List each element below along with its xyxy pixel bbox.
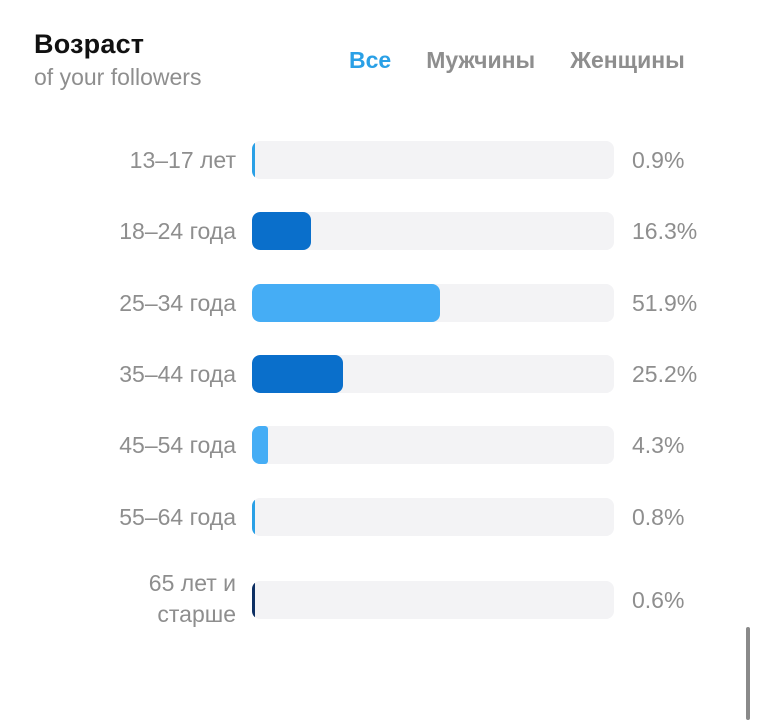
- category-label: 55–64 года: [119, 503, 236, 530]
- tab-women[interactable]: Женщины: [570, 47, 685, 73]
- value-label: 25.2%: [632, 360, 698, 387]
- value-label: 51.9%: [632, 289, 698, 316]
- bar: [252, 141, 256, 179]
- category-label: 18–24 года: [119, 218, 236, 245]
- bar-track: [252, 497, 614, 536]
- bar-track: [252, 426, 614, 465]
- bar: [252, 426, 268, 465]
- bar-track: [252, 283, 614, 322]
- value-label: 4.3%: [632, 432, 685, 459]
- bar-row: 55–64 года 0.8%: [0, 497, 760, 537]
- bar-row: 35–44 года 25.2%: [0, 354, 760, 394]
- bar-track: [252, 354, 614, 393]
- bar-row: 65 лет и старше 0.6%: [0, 570, 760, 627]
- bar: [252, 283, 440, 322]
- value-label: 0.9%: [632, 147, 685, 173]
- value-label: 0.6%: [632, 586, 685, 613]
- bar: [252, 497, 255, 536]
- bar: [252, 580, 255, 619]
- card-header: Возраст of your followers: [34, 28, 201, 92]
- bar-row: 18–24 года 16.3%: [0, 211, 760, 251]
- category-label: 25–34 года: [119, 289, 236, 316]
- bar: [252, 212, 311, 251]
- bar-row: 25–34 года 51.9%: [0, 283, 760, 323]
- bar-track: [252, 580, 614, 619]
- page-subtitle: of your followers: [34, 64, 202, 90]
- category-label: 65 лет и старше: [148, 569, 236, 627]
- value-label: 16.3%: [632, 218, 698, 245]
- bar-track: [252, 141, 614, 179]
- bar-row: 45–54 года 4.3%: [0, 425, 760, 465]
- bar: [252, 354, 344, 393]
- category-label: 35–44 года: [119, 360, 236, 387]
- bar-row: 13–17 лет 0.9%: [0, 140, 760, 180]
- tab-men[interactable]: Мужчины: [426, 47, 536, 73]
- tab-all[interactable]: Все: [349, 47, 392, 73]
- category-label: 45–54 года: [119, 432, 236, 459]
- page-title: Возраст: [34, 29, 145, 59]
- bar-track: [252, 212, 614, 251]
- scrollbar[interactable]: [746, 627, 750, 720]
- category-label: 13–17 лет: [129, 147, 236, 173]
- value-label: 0.8%: [632, 503, 685, 530]
- gender-filter-tabs: Все Мужчины Женщины: [349, 46, 685, 74]
